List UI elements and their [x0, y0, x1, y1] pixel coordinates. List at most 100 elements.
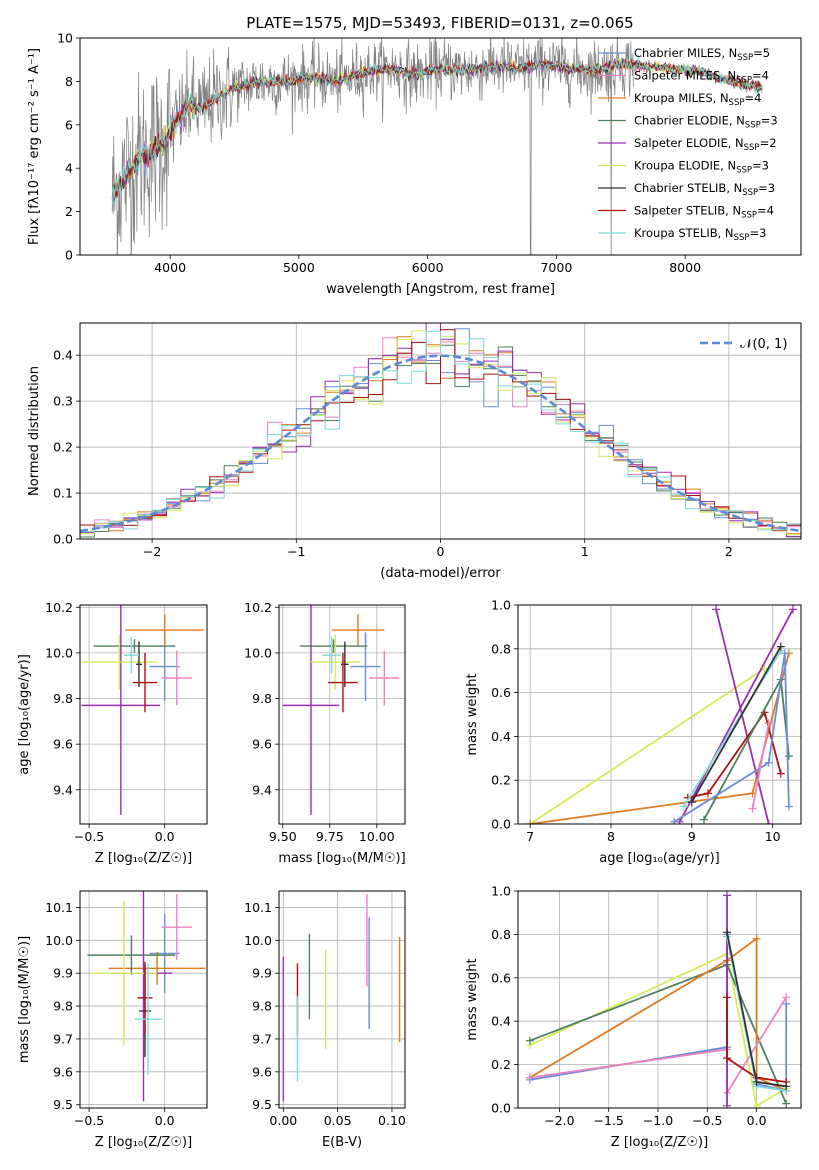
weight-line: [751, 723, 770, 809]
legend-label: Kroupa STELIB, NSSP=3: [634, 226, 766, 243]
plot-area: [518, 891, 801, 1108]
y-tick-label: 9.6: [252, 1064, 272, 1079]
y-tick-label: 9.7: [53, 1031, 73, 1046]
y-tick-label: 1.0: [491, 884, 511, 899]
y-tick-label: 0.0: [53, 532, 73, 547]
observed-spectrum-line: [111, 38, 634, 255]
panel-ebv-mass: 0.00 0.05 0.10 9.5 9.6 9.7 9.8 9.9 10.0 10.1 E(B-V…: [244, 890, 406, 1150]
x-tick-label: 0.0: [155, 1113, 175, 1128]
x-tick-label: −1.5: [594, 1113, 624, 1128]
x-tick-label: 0.00: [269, 1113, 297, 1128]
weight-line: [673, 653, 790, 823]
y-tick-label: 0.4: [53, 348, 73, 363]
weight-marker: [776, 769, 785, 778]
weight-marker: [723, 928, 732, 937]
weight-marker: [712, 605, 721, 614]
legend-label: Chabrier STELIB, NSSP=3: [634, 181, 775, 198]
weight-marker: [782, 993, 791, 1002]
y-tick-label: 9.8: [53, 999, 73, 1014]
model-spectrum-line: [111, 54, 763, 205]
y-tick-label: 0.1: [53, 486, 73, 501]
weight-marker: [784, 802, 793, 811]
figure-title: PLATE=1575, MJD=53493, FIBERID=0131, z=0…: [246, 14, 633, 32]
x-tick-label: −0.5: [74, 1113, 104, 1128]
weight-marker: [788, 605, 797, 614]
legend-label: Salpeter ELODIE, NSSP=2: [634, 136, 777, 153]
legend-label: Salpeter MILES, NSSP=4: [634, 69, 769, 86]
weight-marker: [780, 649, 789, 658]
weight-line: [691, 646, 782, 803]
x-tick-label: 8000: [669, 260, 701, 275]
legend-label: Salpeter STELIB, NSSP=4: [634, 204, 774, 221]
x-tick-label: 9.50: [269, 829, 297, 844]
x-tick-label: 4000: [154, 260, 186, 275]
y-tick-label: 0.2: [491, 1057, 511, 1072]
y-tick-label: 9.6: [252, 737, 272, 752]
x-tick-label: 0.10: [378, 1113, 406, 1128]
legend-label: Chabrier ELODIE, NSSP=3: [634, 114, 778, 131]
legend-label: Kroupa ELODIE, NSSP=3: [634, 159, 769, 176]
y-axis-label: mass [log₁₀(M/M☉)]: [17, 936, 32, 1063]
weight-marker: [748, 804, 757, 813]
x-tick-label: −0.5: [692, 1113, 722, 1128]
x-axis-label: wavelength [Angstrom, rest frame]: [326, 282, 555, 297]
plot-area: [518, 605, 801, 824]
y-tick-label: 9.8: [53, 691, 73, 706]
x-tick-label: 7: [526, 829, 534, 844]
y-tick-label: 10.2: [244, 600, 272, 615]
weight-line: [726, 997, 787, 1083]
x-tick-label: −1.0: [643, 1113, 673, 1128]
weight-marker: [525, 1073, 534, 1082]
x-axis-label: Z [log₁₀(Z/Z☉)]: [611, 1135, 708, 1150]
residual-histogram: [80, 330, 801, 539]
y-tick-label: 9.5: [53, 1097, 73, 1112]
y-tick-label: 0.8: [491, 927, 511, 942]
axes-frame: [79, 890, 208, 1109]
plot-area: [111, 38, 763, 255]
weight-marker: [764, 758, 773, 767]
x-tick-label: −2: [143, 544, 161, 559]
weight-line: [678, 608, 794, 823]
y-tick-label: 0: [65, 248, 73, 263]
y-tick-label: 10.0: [244, 933, 272, 948]
weight-marker: [723, 1101, 732, 1108]
weight-marker: [764, 820, 773, 824]
x-axis-label: mass [log₁₀(M/M☉)]: [278, 851, 405, 866]
plot-area: [80, 891, 207, 1108]
panel-age-weight: 7 8 9 10 0.0 0.2 0.4 0.6 0.8 1.0 age [log₁₀(age/yr…: [465, 598, 802, 866]
weight-marker: [704, 789, 713, 798]
weight-marker: [776, 642, 785, 651]
y-axis-label: age [log₁₀(age/yr)]: [17, 654, 32, 775]
normal-curve: [80, 354, 801, 533]
panel-Z-mass: −0.5 0.0 9.5 9.6 9.7 9.8 9.9 10.0 10.1 Z [log₁₀(Z…: [17, 890, 208, 1150]
y-tick-label: 9.8: [252, 999, 272, 1014]
x-tick-label: 5000: [283, 260, 315, 275]
plot-area: [80, 323, 801, 539]
plot-area: [80, 605, 207, 824]
y-tick-label: 0.3: [53, 394, 73, 409]
weight-marker: [670, 817, 679, 824]
y-axis-label: mass weight: [465, 673, 480, 755]
y-tick-label: 9.4: [252, 782, 272, 797]
x-tick-label: 10: [765, 829, 781, 844]
weight-marker: [723, 891, 732, 900]
weight-line: [683, 650, 782, 807]
axes-frame: [79, 37, 802, 256]
y-axis-label: Flux [fλ10⁻¹⁷ erg cm⁻² s⁻¹ A⁻¹]: [27, 48, 42, 245]
y-tick-label: 0.6: [491, 685, 511, 700]
y-tick-label: 10.0: [45, 645, 73, 660]
y-tick-label: 9.5: [252, 1097, 272, 1112]
y-tick-label: 0.4: [491, 729, 511, 744]
legend-label: Chabrier MILES, NSSP=5: [634, 46, 770, 63]
x-axis-label: age [log₁₀(age/yr)]: [599, 851, 720, 866]
y-tick-label: 6: [65, 117, 73, 132]
axes-frame: [517, 890, 802, 1109]
y-tick-label: 2: [65, 204, 73, 219]
x-tick-label: 0: [437, 544, 445, 559]
panel-Z-weight: −2.0 −1.5 −1.0 −0.5 0.0 0.0 0.2 0.4 0.6 0.8 1.0 Z […: [465, 884, 802, 1150]
weight-marker: [764, 719, 773, 728]
y-tick-label: 9.4: [53, 782, 73, 797]
y-tick-label: 9.8: [252, 691, 272, 706]
weight-marker: [782, 1099, 791, 1108]
